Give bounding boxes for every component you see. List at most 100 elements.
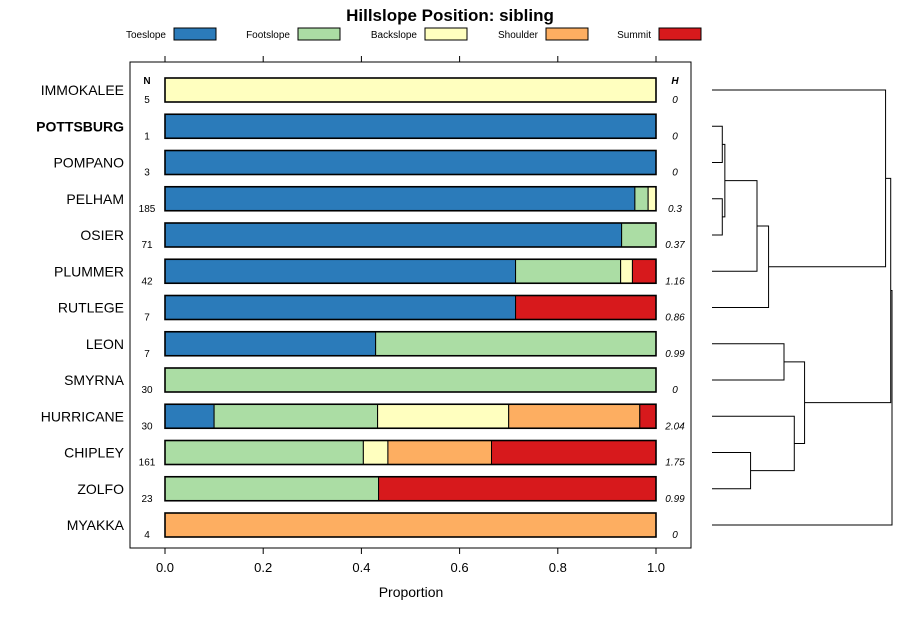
n-value-leon: 7: [144, 349, 150, 360]
bar-outline-rutlege: [164, 294, 657, 321]
bar-segment-hurricane-backslope: [377, 403, 510, 429]
bar-segment-hurricane-shoulder: [508, 403, 641, 429]
n-value-immokalee: 5: [144, 95, 150, 106]
bar-segment-plummer-backslope: [620, 258, 633, 284]
bar-segment-plummer-summit: [631, 258, 657, 284]
row-label-immokalee: IMMOKALEE: [41, 82, 124, 98]
dendrogram-merge-9: [712, 415, 795, 472]
row-label-myakka: MYAKKA: [67, 517, 125, 533]
h-value-pelham: 0.3: [668, 204, 682, 215]
n-value-zolfo: 23: [141, 494, 153, 505]
h-value-hurricane: 2.04: [664, 421, 685, 432]
n-value-osier: 71: [141, 240, 153, 251]
bar-segment-chipley-footslope: [164, 440, 364, 465]
h-value-leon: 0.99: [665, 349, 685, 360]
h-value-pottsburg: 0: [672, 131, 678, 142]
bar-segment-plummer-footslope: [515, 258, 622, 284]
bar-outline-pottsburg: [164, 113, 657, 140]
h-value-immokalee: 0: [672, 95, 678, 106]
row-label-leon: LEON: [86, 336, 124, 352]
row-label-pelham: PELHAM: [66, 191, 124, 207]
bar-segment-leon-toeslope: [164, 331, 377, 357]
x-tick-label-0-2: 0.2: [254, 560, 272, 575]
dendrogram-merge-3: [722, 143, 726, 218]
legend-swatch-footslope: [297, 27, 341, 41]
h-value-chipley: 1.75: [665, 458, 685, 469]
bar-outline-pelham: [164, 185, 657, 212]
h-value-zolfo: 0.99: [665, 494, 685, 505]
n-value-pottsburg: 1: [144, 131, 150, 142]
dendrogram-merge-8: [712, 452, 752, 490]
bar-outline-leon: [164, 330, 657, 357]
bar-segment-pelham-backslope: [647, 186, 657, 212]
bar-outline-osier: [164, 222, 657, 248]
legend-swatch-backslope: [424, 27, 468, 41]
legend: Toeslope Footslope Backslope Shoulder Summit: [126, 27, 702, 41]
bar-segment-myakka-shoulder: [164, 512, 657, 538]
row-label-pottsburg: POTTSBURG: [36, 118, 124, 134]
legend-swatch-shoulder: [545, 27, 589, 41]
legend-label-backslope: Backslope: [371, 30, 418, 41]
row-label-hurricane: HURRICANE: [41, 408, 124, 424]
bar-segment-plummer-toeslope: [164, 258, 517, 284]
bar-segment-zolfo-footslope: [164, 476, 380, 502]
legend-label-summit: Summit: [617, 30, 651, 41]
h-header: H: [671, 76, 679, 87]
h-value-rutlege: 0.86: [665, 313, 685, 324]
bar-segment-hurricane-toeslope: [164, 403, 215, 429]
plot-frame: [129, 61, 692, 549]
x-axis-label: Proportion: [379, 584, 444, 600]
n-value-pompano: 3: [144, 168, 150, 179]
bar-outline-chipley: [164, 439, 657, 466]
x-tick-label-0-8: 0.8: [549, 560, 567, 575]
bar-outline-myakka: [164, 512, 657, 538]
bar-segment-hurricane-summit: [639, 403, 657, 429]
dendrogram-merge-1: [712, 125, 723, 163]
dendrogram: [712, 89, 893, 526]
chart-title: Hillslope Position: sibling: [346, 6, 554, 25]
dendrogram-merge-2: [712, 198, 723, 236]
bar-segment-zolfo-summit: [378, 476, 657, 502]
dendrogram-merge-5: [712, 225, 770, 308]
x-tick-label-0-0: 0.0: [156, 560, 174, 575]
x-axis: 0.0 0.2 0.4 0.6 0.8 1.0: [156, 56, 665, 575]
row-label-chipley: CHIPLEY: [64, 445, 125, 461]
dendrogram-merge-7: [712, 343, 785, 381]
row-label-zolfo: ZOLFO: [77, 481, 124, 497]
bar-segment-chipley-backslope: [362, 440, 389, 465]
legend-label-toeslope: Toeslope: [126, 30, 166, 41]
h-value-myakka: 0: [672, 530, 678, 541]
bar-segment-pelham-toeslope: [164, 186, 636, 212]
bar-outline-plummer: [164, 258, 657, 285]
h-value-smyrna: 0: [672, 385, 678, 396]
row-label-pompano: POMPANO: [53, 155, 124, 171]
bar-segment-chipley-shoulder: [387, 440, 493, 465]
x-tick-label-0-6: 0.6: [451, 560, 469, 575]
bar-segment-smyrna-footslope: [164, 367, 657, 393]
dendrogram-merge-4: [712, 180, 758, 272]
bar-outline-pompano: [164, 149, 657, 176]
bar-segment-immokalee-backslope: [164, 77, 657, 103]
n-value-rutlege: 7: [144, 313, 150, 324]
bar-segment-pottsburg-toeslope: [164, 113, 657, 139]
n-value-chipley: 161: [139, 458, 156, 469]
row-label-rutlege: RUTLEGE: [58, 300, 124, 316]
row-label-osier: OSIER: [80, 227, 124, 243]
bar-outline-immokalee: [164, 77, 657, 103]
bar-segment-osier-footslope: [621, 222, 657, 248]
legend-swatch-toeslope: [173, 27, 217, 41]
dendrogram-merge-11: [804, 177, 892, 404]
dendrogram-merge-10: [784, 361, 806, 444]
bar-segment-rutlege-summit: [515, 295, 657, 320]
bar-segment-pelham-footslope: [634, 186, 649, 212]
bar-outline-zolfo: [164, 475, 657, 502]
legend-label-footslope: Footslope: [246, 30, 290, 41]
bar-segment-rutlege-toeslope: [164, 295, 517, 320]
row-label-plummer: PLUMMER: [54, 263, 124, 279]
dendrogram-merge-6: [712, 89, 887, 268]
h-value-osier: 0.37: [665, 240, 685, 251]
n-header: N: [143, 76, 150, 87]
n-value-hurricane: 30: [141, 421, 153, 432]
